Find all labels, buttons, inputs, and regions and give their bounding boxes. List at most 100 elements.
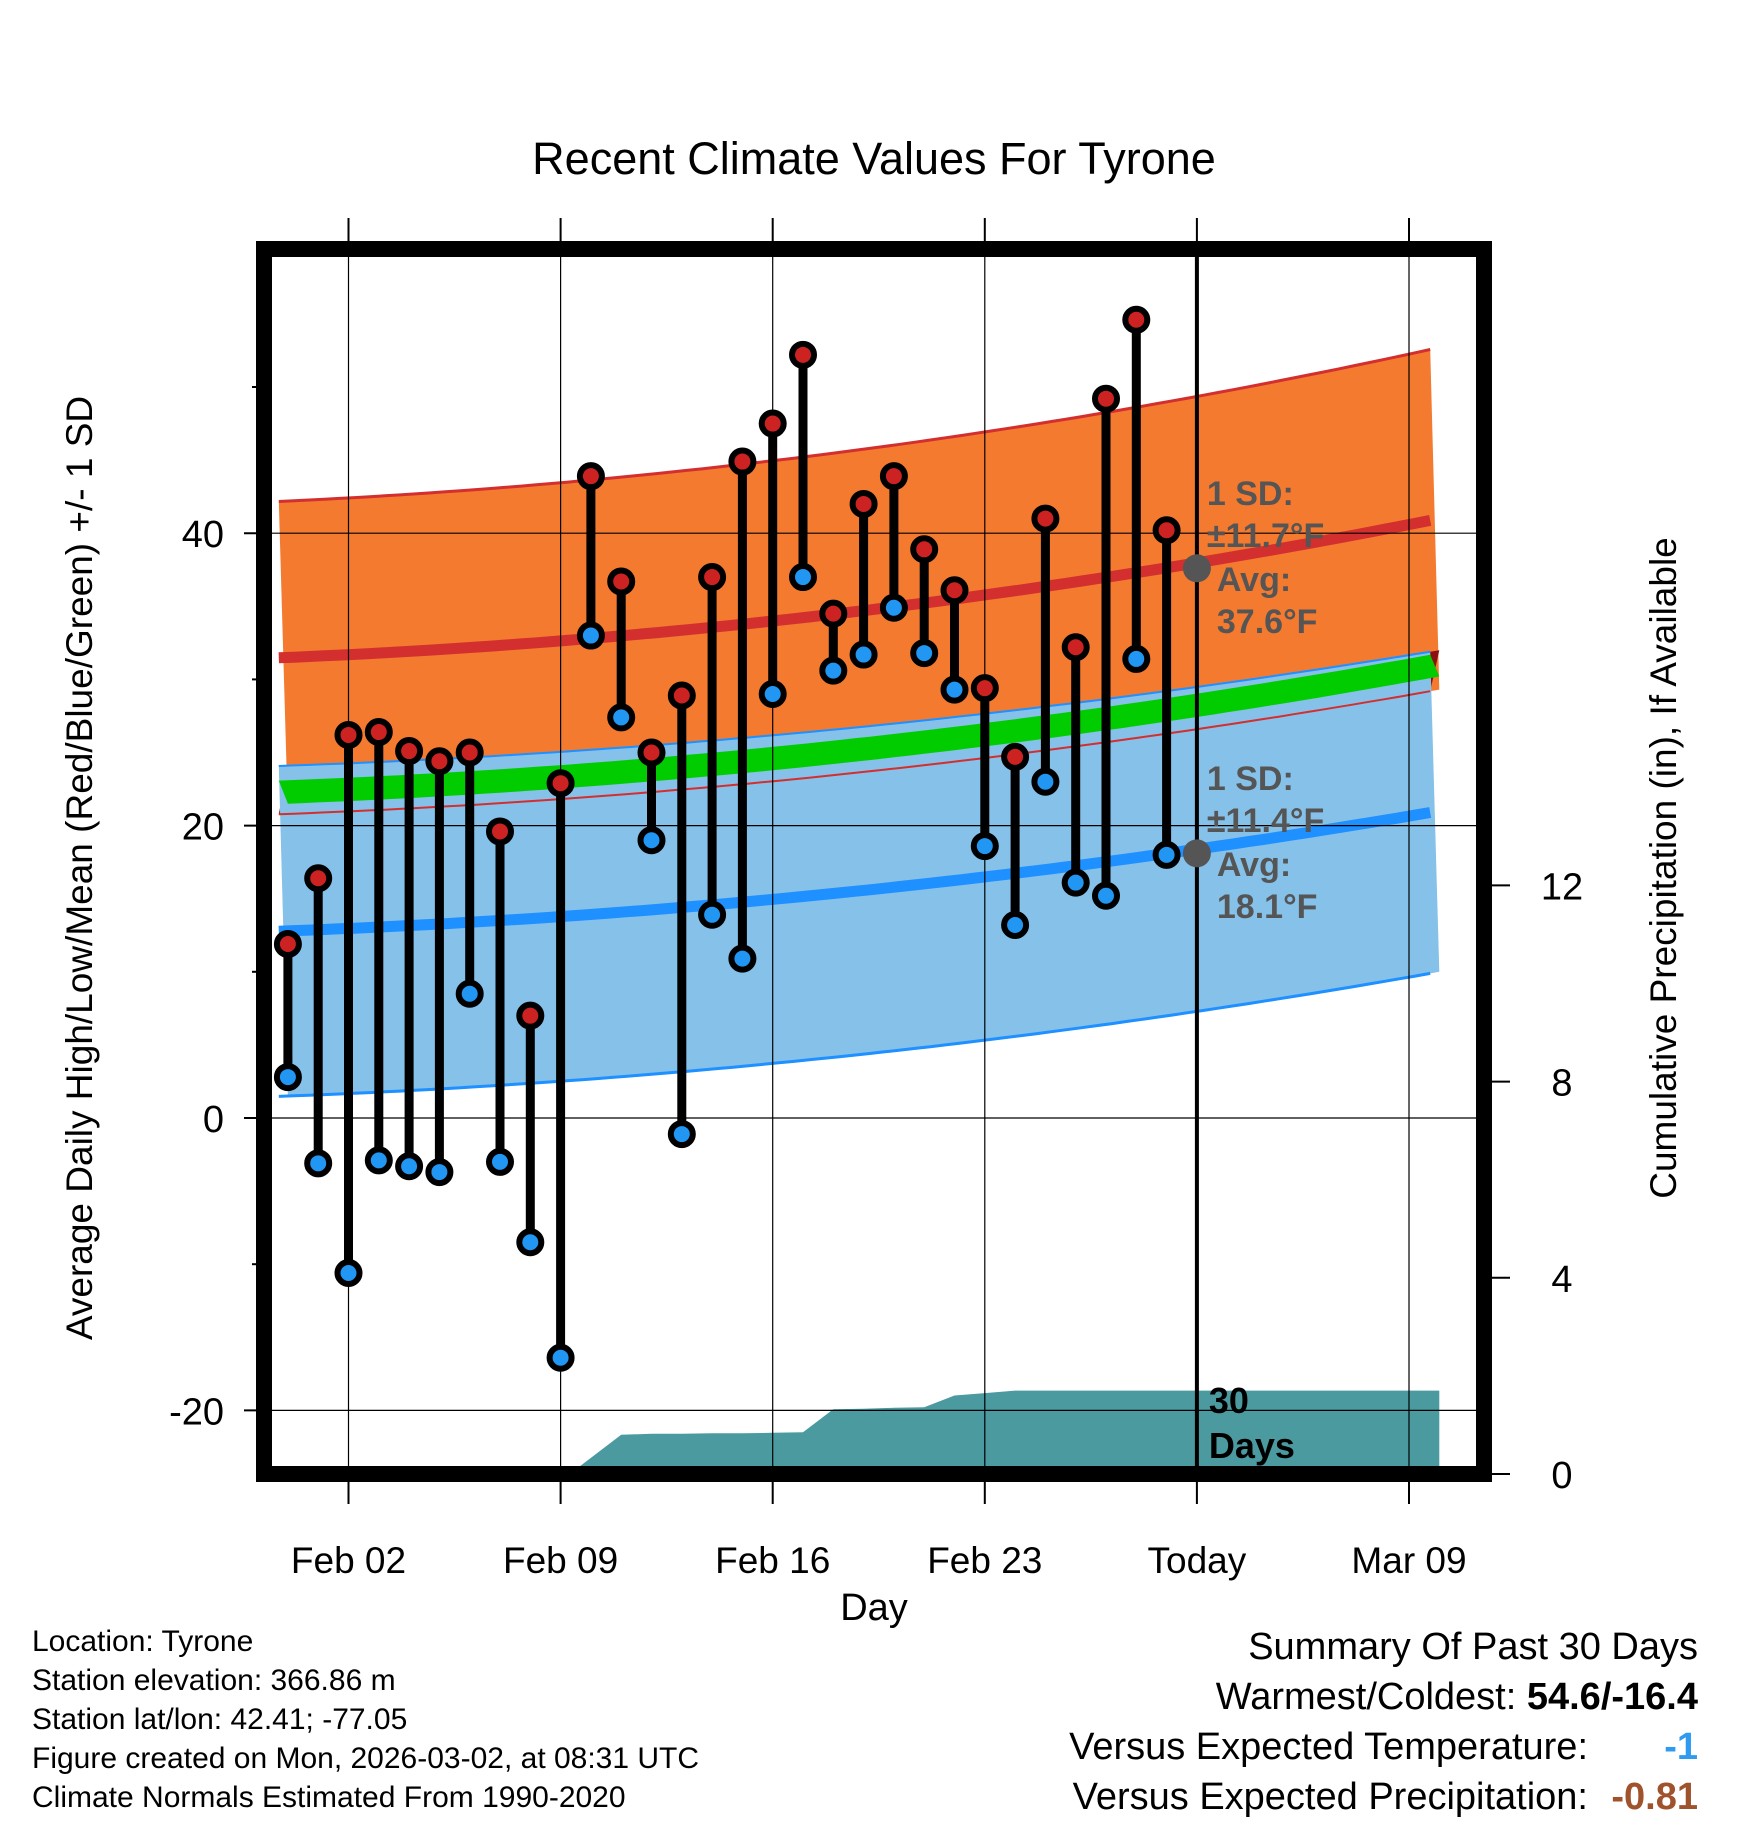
plot-frame [256,241,1492,1482]
warmest-coldest-value: 54.6/-16.4 [1526,1676,1698,1718]
daily-low-point [1152,840,1181,869]
low-sd-band [278,651,1440,1097]
warmest-coldest-label: Warmest/Coldest: [1215,1676,1527,1718]
high-avg-label: Avg: [1217,561,1291,599]
daily-high-point [607,567,636,596]
days-label-number: 30 [1209,1380,1249,1421]
normal-mean-band [278,654,1440,804]
daily-high-point [1122,305,1151,334]
y2-tick-label: 8 [1551,1063,1572,1105]
today-low-avg-marker [1182,839,1211,868]
y2-tick-label: 0 [1551,1455,1572,1497]
daily-high-point [849,489,878,518]
daily-low-point [607,703,636,732]
daily-low-point [698,900,727,929]
daily-high-point [273,930,302,959]
daily-low-point [910,639,939,668]
x-tick-label: Feb 02 [291,1540,406,1581]
normal-high-line [278,515,1432,664]
daily-low-point [516,1228,545,1257]
daily-high-point [455,738,484,767]
daily-low-point [546,1343,575,1372]
daily-high-point [1152,516,1181,545]
daily-low-point [1092,881,1120,910]
x-tick-label: Today [1148,1540,1247,1581]
daily-high-point [758,409,787,438]
precipitation-area [569,1390,1440,1474]
y2-tick-label: 4 [1551,1259,1572,1301]
daily-high-point [1031,504,1060,533]
high-sd-label: 1 SD: [1207,475,1294,513]
plot-area [264,249,1484,1474]
daily-low-point [1031,767,1060,796]
days-label-text: Days [1209,1425,1295,1466]
daily-high-point [425,747,454,776]
daily-low-point [273,1063,302,1092]
daily-high-point [546,769,575,798]
daily-high-point [879,462,908,491]
daily-low-point [819,656,848,685]
low-avg-value: 18.1°F [1217,888,1318,926]
temp-row: Versus Expected Temperature: -1 [1069,1722,1698,1772]
daily-low-point [455,979,484,1008]
y-axis-label: Average Daily High/Low/Mean (Red/Blue/Gr… [59,396,100,1340]
precip-label: Versus Expected Precipitation: [1072,1776,1588,1818]
daily-high-point [304,864,333,893]
daily-high-point [486,817,514,846]
temp-label: Versus Expected Temperature: [1069,1726,1588,1768]
daily-low-point [849,640,878,669]
y2-tick-label: 12 [1541,866,1583,908]
x-axis-label: Day [840,1587,908,1629]
daily-high-point [1001,742,1030,771]
created-text: Figure created on Mon, 2026-03-02, at 08… [32,1742,700,1775]
daily-high-point [940,576,969,605]
daily-high-point [667,681,696,710]
daily-high-point [1061,633,1090,662]
normals-text: Climate Normals Estimated From 1990-2020 [32,1781,626,1814]
daily-low-point [728,944,757,973]
daily-low-point [486,1147,514,1176]
daily-high-point [698,563,727,592]
daily-high-point [637,738,666,767]
daily-high-point [395,737,424,766]
precip-row: Versus Expected Precipitation: -0.81 [1069,1772,1698,1822]
daily-high-point [728,447,757,476]
daily-high-point [970,674,999,703]
low-sd-label: 1 SD: [1207,760,1294,798]
y-tick-label: 40 [182,514,224,556]
daily-low-point [1061,868,1090,897]
daily-low-point [940,675,969,704]
low-sd-value: ±11.4°F [1207,802,1324,840]
chart-title: Recent Climate Values For Tyrone [532,133,1216,184]
summary-title: Summary Of Past 30 Days [1248,1626,1698,1668]
y2-axis-label: Cumulative Precipitation (in), If Availa… [1643,537,1684,1199]
low-sd-edge [278,971,1431,1098]
x-tick-label: Feb 23 [927,1540,1042,1581]
daily-low-point [425,1158,454,1187]
daily-low-point [334,1258,363,1287]
warmest-coldest-row: Warmest/Coldest: 54.6/-16.4 [1069,1672,1698,1722]
daily-high-point [1092,384,1120,413]
high-sd-edge [278,348,1431,503]
low-avg-label: Avg: [1217,846,1291,884]
daily-low-point [667,1120,696,1149]
daily-low-point [970,832,999,861]
daily-high-point [910,535,939,564]
daily-high-point [334,720,363,749]
daily-high-point [789,340,817,369]
y-tick-label: -20 [169,1391,224,1433]
station-info: Location: Tyrone Station elevation: 366.… [32,1622,699,1817]
elevation-text: Station elevation: 366.86 m [32,1664,396,1697]
daily-high-point [819,599,848,628]
precip-value: -0.81 [1611,1776,1698,1818]
daily-low-point [637,826,666,855]
daily-low-point [789,563,817,592]
x-tick-label: Mar 09 [1351,1540,1466,1581]
x-tick-label: Feb 16 [715,1540,830,1581]
location-text: Location: Tyrone [32,1625,254,1658]
summary-panel: Summary Of Past 30 Days Warmest/Coldest:… [1069,1622,1698,1822]
high-avg-value: 37.6°F [1217,603,1318,641]
daily-low-point [395,1152,424,1181]
temp-value: -1 [1664,1726,1698,1768]
